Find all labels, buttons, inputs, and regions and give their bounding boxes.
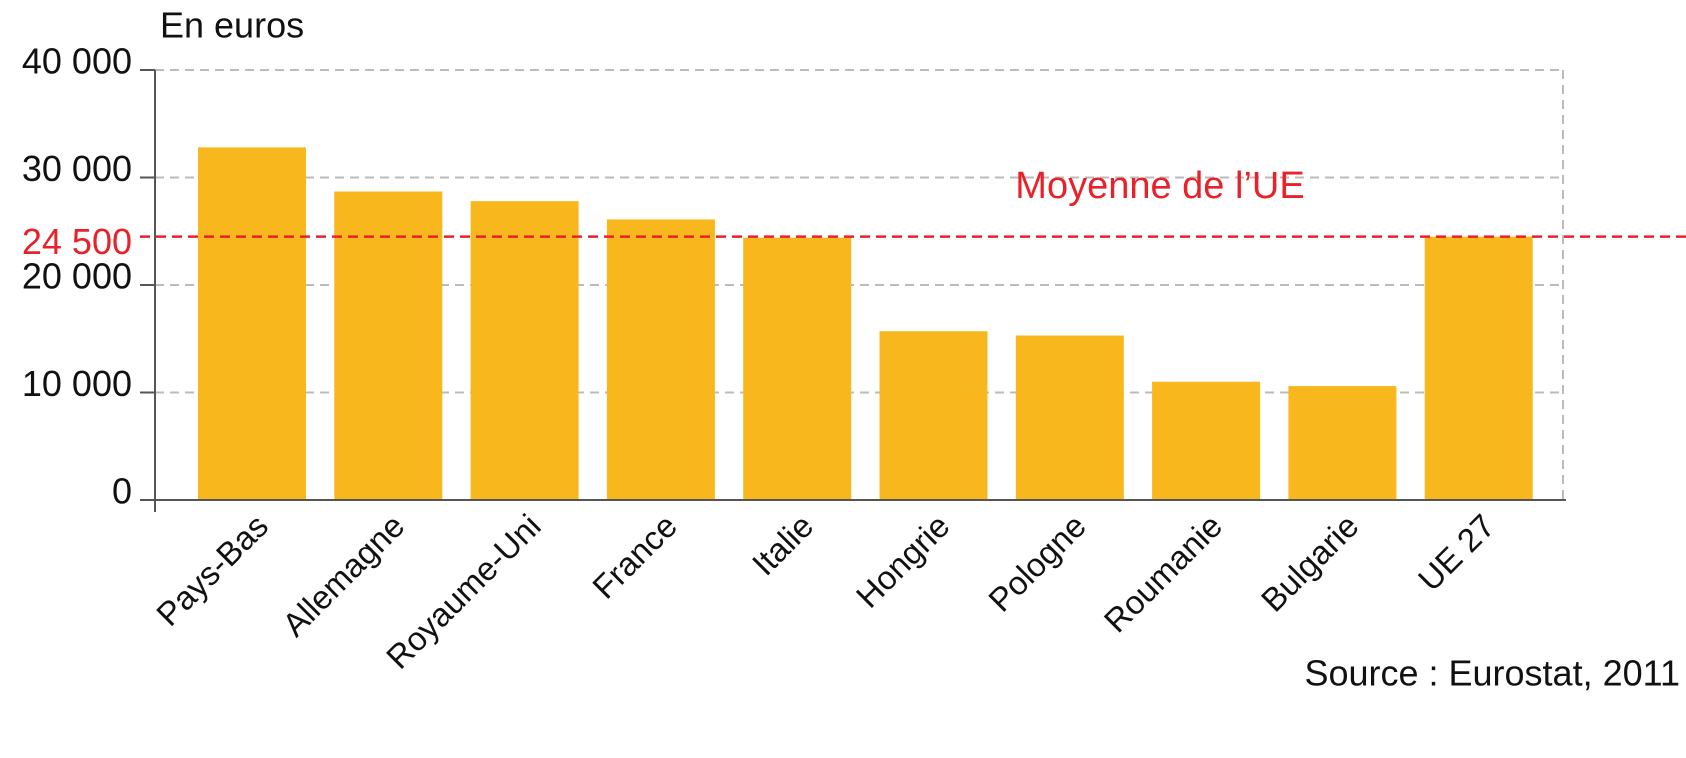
x-tick-label: Italie xyxy=(745,507,820,582)
y-tick-label: 10 000 xyxy=(22,363,132,404)
x-tick-label: Pologne xyxy=(981,507,1093,619)
y-tick-label: 30 000 xyxy=(22,148,132,189)
y-tick-label: 40 000 xyxy=(22,41,132,82)
x-tick-label: Pays-Bas xyxy=(149,507,275,633)
y-tick-label: 0 xyxy=(112,471,132,512)
y-tick-label: 20 000 xyxy=(22,256,132,297)
axis-unit-title: En euros xyxy=(160,5,304,46)
bar xyxy=(470,201,579,500)
bar xyxy=(198,147,306,500)
mean-annotation: Moyenne de l’UE xyxy=(1015,165,1304,207)
x-tick-label: Allemagne xyxy=(275,507,411,643)
x-tick-label: France xyxy=(585,507,684,606)
bar xyxy=(1288,386,1397,500)
bar xyxy=(1015,335,1124,500)
x-tick-label: Roumanie xyxy=(1097,507,1230,640)
bar xyxy=(743,237,852,500)
bar xyxy=(606,219,715,501)
x-tick-label: UE 27 xyxy=(1411,507,1502,598)
source: Source : Eurostat, 2011 xyxy=(1304,653,1680,694)
x-tick-label: Bulgarie xyxy=(1254,507,1366,619)
mean-value-label: 24 500 xyxy=(22,221,132,262)
x-tick-label: Hongrie xyxy=(849,507,957,615)
bar xyxy=(879,331,988,500)
bar xyxy=(1152,381,1261,500)
bar xyxy=(1424,236,1533,500)
bar xyxy=(334,191,443,500)
